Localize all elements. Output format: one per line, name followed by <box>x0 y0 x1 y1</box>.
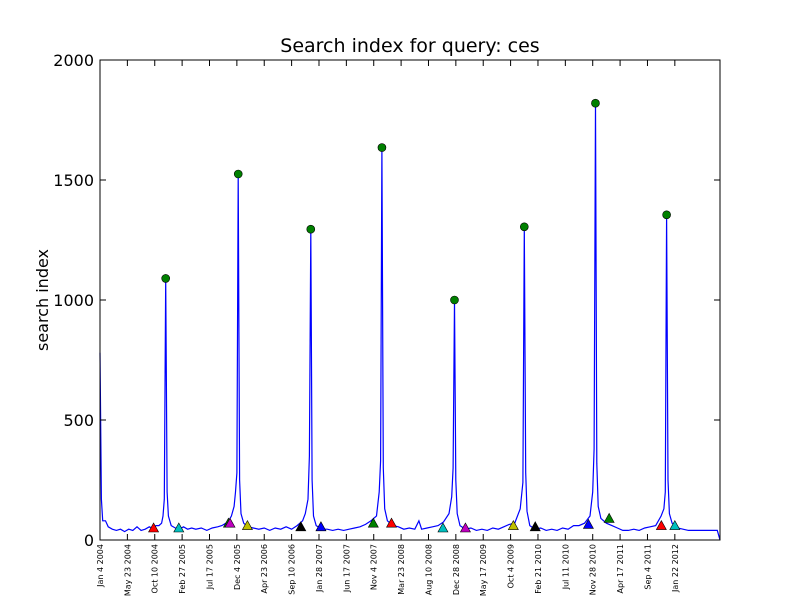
event-marker-5 <box>295 521 307 532</box>
event-marker-6 <box>315 521 327 532</box>
peak-marker-2 <box>306 224 316 234</box>
peak-marker-1 <box>233 169 243 179</box>
peak-marker-0 <box>161 274 170 283</box>
x-tick-label-4: Jul 17 2005 <box>205 544 214 590</box>
peak-marker-3 <box>377 143 387 152</box>
y-tick-label-4: 2000 <box>53 51 94 70</box>
event-marker-8 <box>386 517 398 528</box>
event-marker-12 <box>529 521 541 532</box>
event-marker-15 <box>655 519 667 530</box>
x-tick-label-2: Oct 10 2004 <box>151 544 160 593</box>
x-tick-label-13: Dec 28 2008 <box>452 544 461 595</box>
peak-marker-6 <box>591 98 600 108</box>
x-axis-ticks: Jan 4 2004 May 23 2004 Oct 10 2004 Feb 27 2… <box>96 60 680 596</box>
y-tick-label-0: 0 <box>84 531 94 550</box>
x-tick-label-18: Nov 28 2010 <box>589 544 598 595</box>
x-tick-label-0: Jan 4 2004 <box>96 544 105 588</box>
x-tick-label-15: Oct 4 2009 <box>507 544 516 588</box>
x-tick-label-16: Feb 21 2010 <box>534 544 543 594</box>
event-marker-7 <box>367 517 379 528</box>
peak-marker-5 <box>519 222 529 232</box>
peak-marker-4 <box>450 295 459 305</box>
x-tick-label-1: May 23 2004 <box>123 544 132 596</box>
event-marker-0 <box>148 522 160 533</box>
x-tick-label-20: Sep 4 2011 <box>643 544 652 590</box>
y-tick-label-3: 1500 <box>53 171 94 190</box>
event-marker-4 <box>241 519 253 530</box>
chart-title: Search index for query: ces <box>280 35 539 57</box>
x-tick-label-11: Mar 23 2008 <box>397 544 406 595</box>
y-tick-label-2: 1000 <box>53 291 94 310</box>
event-marker-10 <box>459 522 471 533</box>
x-tick-label-19: Apr 17 2011 <box>616 544 625 593</box>
y-tick-label-1: 500 <box>63 411 94 430</box>
event-marker-13 <box>582 518 594 529</box>
event-marker-11 <box>507 519 519 530</box>
plot-frame <box>99 59 721 541</box>
y-axis-ticks: 0 500 1000 1500 2000 <box>53 51 720 550</box>
event-marker-14 <box>603 512 615 523</box>
peak-marker-7 <box>662 210 671 220</box>
y-axis-label: search index <box>33 249 52 351</box>
x-tick-label-5: Dec 4 2005 <box>233 544 242 590</box>
x-tick-label-17: Jul 11 2010 <box>561 544 570 590</box>
event-marker-9 <box>437 522 449 533</box>
x-tick-label-6: Apr 23 2006 <box>260 544 269 593</box>
x-tick-label-10: Nov 4 2007 <box>370 544 379 590</box>
x-tick-label-8: Jan 28 2007 <box>315 544 324 593</box>
x-tick-label-12: Aug 10 2008 <box>424 544 433 595</box>
event-marker-16 <box>669 519 681 530</box>
x-tick-label-21: Jan 22 2012 <box>671 544 680 593</box>
plot-area <box>99 98 721 541</box>
x-tick-label-9: Jun 17 2007 <box>342 544 351 593</box>
event-marker-1 <box>173 522 185 533</box>
event-marker-3 <box>224 517 236 528</box>
x-tick-label-3: Feb 27 2005 <box>178 544 187 594</box>
x-tick-label-14: May 17 2009 <box>479 544 488 596</box>
x-tick-label-7: Sep 10 2006 <box>288 544 297 595</box>
